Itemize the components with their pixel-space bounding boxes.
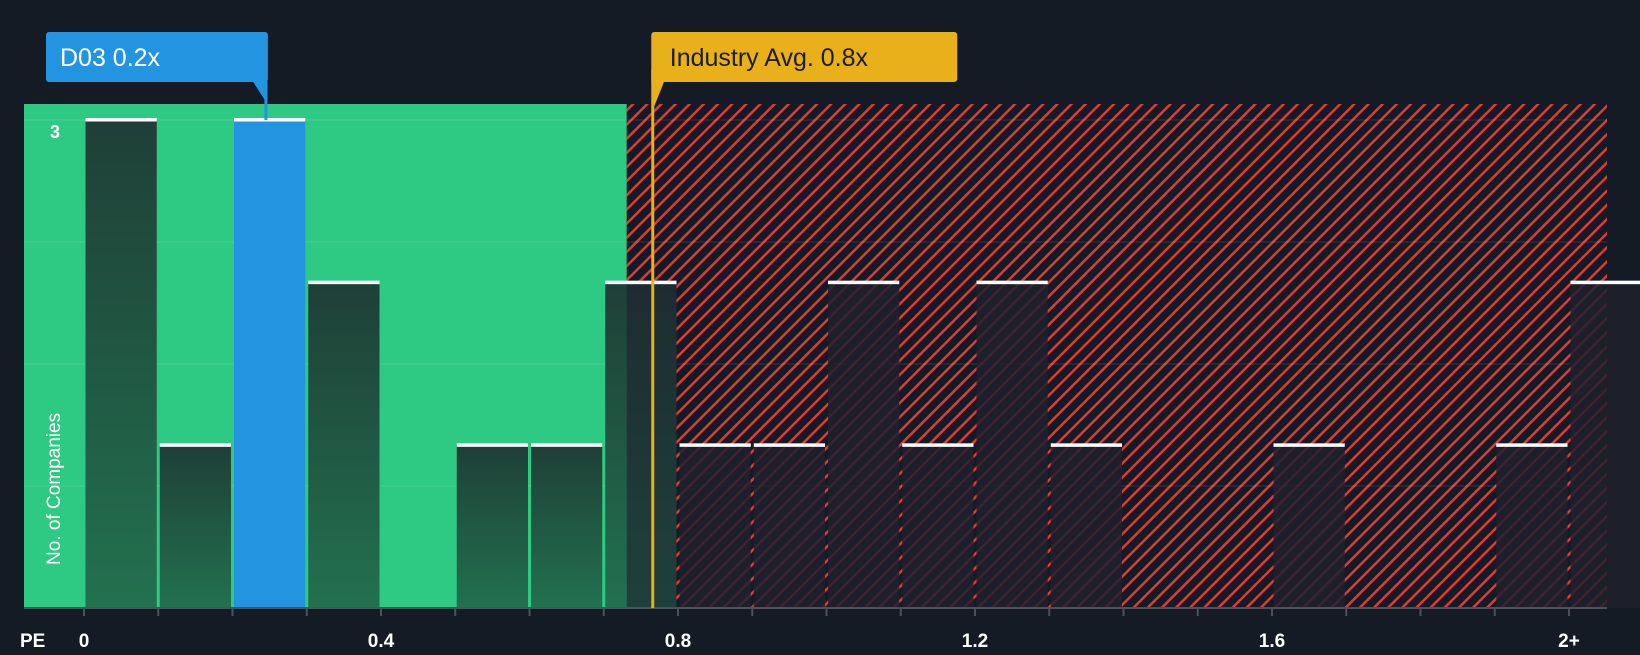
histogram-bar-top bbox=[754, 443, 825, 447]
y-tick-label: 3 bbox=[50, 122, 60, 142]
histogram-bar bbox=[86, 120, 157, 608]
histogram-bar-top bbox=[531, 443, 602, 447]
x-tick-label: 2+ bbox=[1558, 631, 1580, 650]
histogram-bar-top bbox=[1051, 443, 1122, 447]
histogram-bar bbox=[754, 445, 825, 608]
histogram-bar bbox=[457, 445, 528, 608]
histogram-bar-top bbox=[160, 443, 231, 447]
histogram-bar-top bbox=[457, 443, 528, 447]
histogram-bar-top bbox=[680, 443, 751, 447]
histogram-bar-top bbox=[234, 118, 305, 122]
histogram-bar bbox=[160, 445, 231, 608]
histogram-bar-top bbox=[86, 118, 157, 122]
histogram-bar bbox=[902, 445, 973, 608]
x-tick-label: 1.6 bbox=[1259, 631, 1285, 650]
company-label: D03 0.2x bbox=[60, 44, 161, 72]
histogram-bar-top bbox=[308, 281, 379, 285]
histogram-bar-top bbox=[902, 443, 973, 447]
histogram-bar-top bbox=[1274, 443, 1345, 447]
histogram-bar bbox=[1496, 445, 1567, 608]
x-tick-label: 0.8 bbox=[665, 631, 691, 650]
histogram-bar bbox=[680, 445, 751, 608]
histogram-bar bbox=[1571, 283, 1640, 608]
industry-avg-label: Industry Avg. 0.8x bbox=[670, 44, 869, 72]
x-tick-label: 0.4 bbox=[368, 631, 395, 650]
histogram-bar bbox=[234, 120, 305, 608]
x-tick-label: 1.2 bbox=[962, 631, 988, 650]
histogram-bar bbox=[828, 283, 899, 608]
histogram-bar bbox=[308, 283, 379, 608]
histogram-bar bbox=[977, 283, 1048, 608]
histogram-bar-top bbox=[1571, 281, 1640, 285]
histogram-bar-top bbox=[1496, 443, 1567, 447]
histogram-bar bbox=[1274, 445, 1345, 608]
histogram-bar-top bbox=[605, 281, 676, 285]
histogram-bar-top bbox=[977, 281, 1048, 285]
histogram-bar bbox=[531, 445, 602, 608]
x-tick-label: 0 bbox=[79, 631, 90, 650]
histogram-bar bbox=[1051, 445, 1122, 608]
histogram-bar-top bbox=[828, 281, 899, 285]
y-axis-label: No. of Companies bbox=[44, 413, 65, 565]
x-axis-label: PE bbox=[20, 631, 45, 650]
